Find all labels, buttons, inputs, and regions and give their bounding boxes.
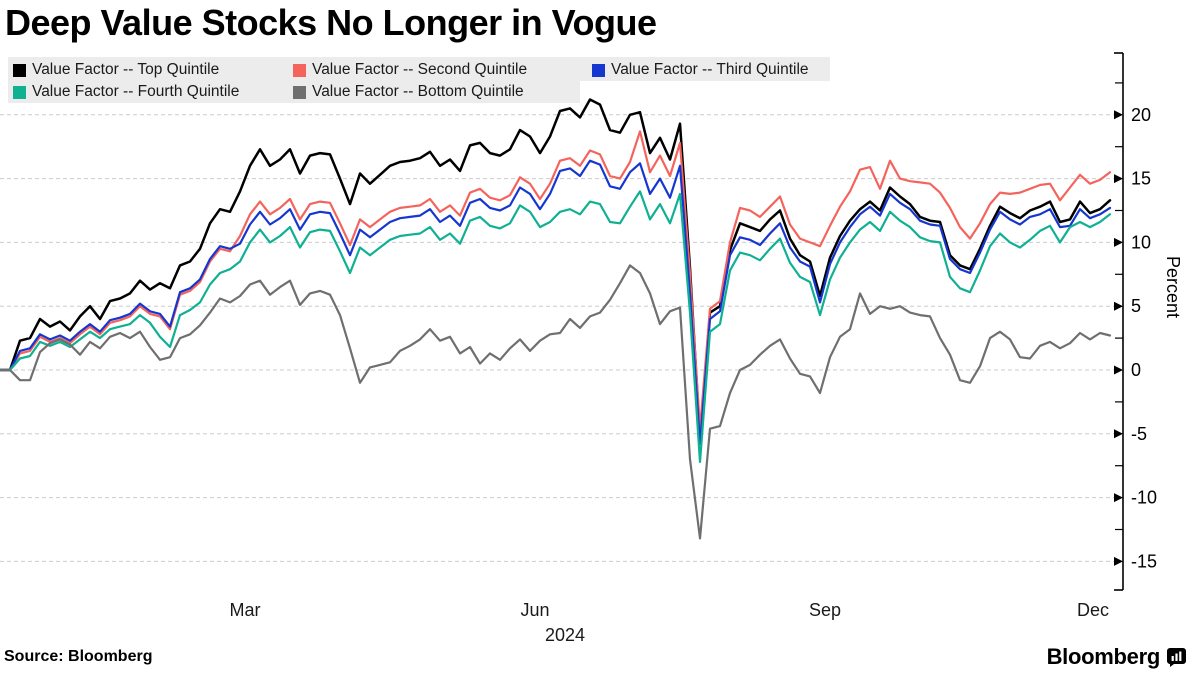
y-tick-label: 20 — [1131, 105, 1151, 125]
legend-row-1: Value Factor -- Top Quintile Value Facto… — [8, 57, 830, 81]
x-tick-label: Dec — [1077, 600, 1109, 620]
legend-label: Value Factor -- Bottom Quintile — [312, 83, 524, 100]
y-tick-label: 15 — [1131, 169, 1151, 189]
legend-item-second-quintile: Value Factor -- Second Quintile — [293, 61, 527, 79]
page-title: Deep Value Stocks No Longer in Vogue — [5, 2, 657, 43]
legend-swatch-second-quintile — [293, 63, 306, 77]
legend-item-third-quintile: Value Factor -- Third Quintile — [592, 61, 809, 79]
legend-item-bottom-quintile: Value Factor -- Bottom Quintile — [293, 83, 524, 101]
legend-label: Value Factor -- Second Quintile — [312, 61, 528, 78]
series-fourth-quintile — [0, 190, 1112, 463]
legend-label: Value Factor -- Fourth Quintile — [32, 83, 240, 100]
y-axis-title: Percent — [1163, 256, 1183, 319]
x-tick-label: Sep — [809, 600, 841, 620]
x-tick-label: Jun — [520, 600, 549, 620]
legend-swatch-bottom-quintile — [293, 85, 306, 99]
y-tick-label: 5 — [1131, 296, 1141, 316]
bloomberg-wordmark: Bloomberg — [1046, 644, 1161, 669]
bloomberg-terminal-icon — [1167, 647, 1186, 667]
series-bottom-quintile — [0, 264, 1112, 540]
legend-swatch-top-quintile — [13, 63, 26, 77]
y-major-tick — [1114, 556, 1123, 566]
series-second-quintile — [0, 130, 1112, 430]
bloomberg-logo: Bloomberg — [1047, 644, 1186, 670]
y-major-tick — [1114, 429, 1123, 439]
legend-item-fourth-quintile: Value Factor -- Fourth Quintile — [13, 83, 239, 101]
y-tick-label: -5 — [1131, 424, 1147, 444]
x-axis-year-label: 2024 — [545, 625, 585, 645]
legend-swatch-third-quintile — [592, 63, 605, 77]
y-tick-label: 0 — [1131, 360, 1141, 380]
legend-item-top-quintile: Value Factor -- Top Quintile — [13, 61, 219, 79]
y-major-tick — [1114, 174, 1123, 184]
y-tick-label: -15 — [1131, 551, 1157, 571]
series-third-quintile — [0, 159, 1112, 446]
legend-row-2: Value Factor -- Fourth Quintile Value Fa… — [8, 81, 580, 103]
legend-label: Value Factor -- Top Quintile — [32, 61, 220, 78]
y-major-tick — [1114, 301, 1123, 311]
series-top-quintile — [0, 98, 1112, 439]
legend-label: Value Factor -- Third Quintile — [611, 61, 809, 78]
source-attribution: Source: Bloomberg — [4, 648, 153, 665]
y-major-tick — [1114, 365, 1123, 375]
legend-swatch-fourth-quintile — [13, 85, 26, 99]
y-major-tick — [1114, 493, 1123, 503]
y-tick-label: 10 — [1131, 232, 1151, 252]
y-major-tick — [1114, 110, 1123, 120]
y-major-tick — [1114, 237, 1123, 247]
x-tick-label: Mar — [230, 600, 261, 620]
y-tick-label: -10 — [1131, 488, 1157, 508]
